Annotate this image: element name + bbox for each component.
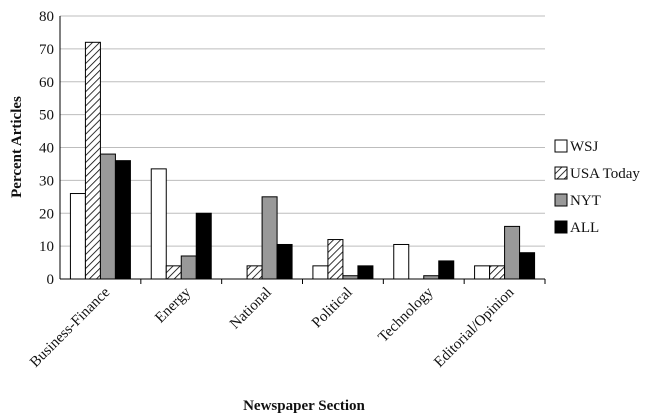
y-axis-ticks: 0 10 20 30 40 50 60 70 80 <box>39 9 54 288</box>
legend-swatch <box>554 220 568 234</box>
y-axis-title: Percent Articles <box>9 96 25 198</box>
x-category-label: Political <box>309 285 356 332</box>
axes <box>59 16 546 284</box>
y-tick-label: 80 <box>39 9 54 25</box>
y-tick-label: 10 <box>39 239 54 255</box>
bar-all <box>276 243 293 280</box>
legend-swatch <box>554 193 568 207</box>
legend: WSJ USA Today NYT ALL <box>554 139 640 236</box>
bars <box>69 41 536 280</box>
bar-all <box>519 252 536 280</box>
x-axis-categories: Business-Finance Energy National Political T… <box>27 284 518 370</box>
bar-nyt <box>180 255 197 280</box>
y-tick-label: 0 <box>47 272 55 288</box>
bar-nyt <box>99 153 116 280</box>
bar-wsj <box>312 265 329 280</box>
bar-wsj <box>474 265 491 280</box>
y-tick-label: 20 <box>39 206 54 222</box>
bar-wsj <box>69 193 86 280</box>
bar-usa-today <box>84 41 101 280</box>
x-category-label: Energy <box>152 284 194 326</box>
x-axis-title: Newspaper Section <box>243 398 365 414</box>
legend-swatch <box>554 166 568 180</box>
bar-usa-today <box>489 265 506 280</box>
y-tick-label: 70 <box>39 42 54 58</box>
legend-swatch <box>554 139 568 153</box>
bar-nyt <box>261 196 278 280</box>
bar-usa-today <box>327 239 344 280</box>
legend-label: NYT <box>570 193 601 209</box>
legend-label: WSJ <box>570 139 599 155</box>
bar-usa-today <box>246 265 263 280</box>
y-tick-label: 60 <box>39 75 54 91</box>
bar-all <box>195 212 212 280</box>
bar-wsj <box>150 168 167 280</box>
bar-all <box>114 160 131 280</box>
y-tick-label: 40 <box>39 141 54 157</box>
x-category-label: Editorial/Opinion <box>431 284 517 370</box>
bar-wsj <box>393 243 410 280</box>
x-category-label: National <box>227 285 275 333</box>
y-tick-label: 50 <box>39 108 54 124</box>
x-category-label: Technology <box>375 284 437 346</box>
bar-all <box>438 260 455 280</box>
bar-usa-today <box>165 265 182 280</box>
legend-label: USA Today <box>570 166 640 182</box>
x-category-label: Business-Finance <box>27 284 113 370</box>
gridlines <box>60 15 545 247</box>
legend-label: ALL <box>570 220 599 236</box>
bar-all <box>357 265 374 280</box>
bar-nyt <box>504 225 521 280</box>
y-tick-label: 30 <box>39 173 54 189</box>
